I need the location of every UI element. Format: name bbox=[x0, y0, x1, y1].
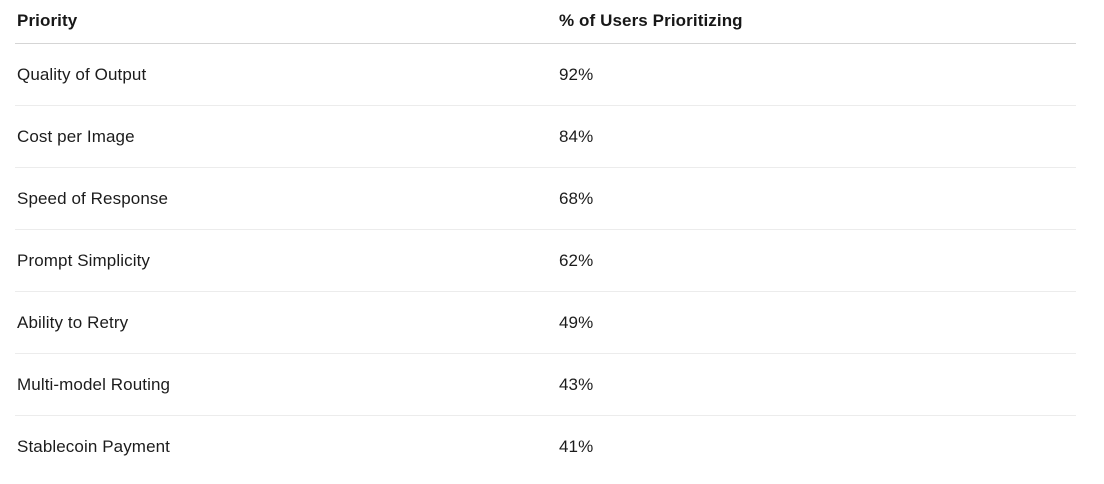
table-row: Quality of Output 92% bbox=[15, 43, 1076, 106]
percent-cell: 43% bbox=[557, 353, 1076, 416]
column-header-percent: % of Users Prioritizing bbox=[557, 0, 1076, 44]
percent-cell: 68% bbox=[557, 167, 1076, 230]
table-row: Stablecoin Payment 41% bbox=[15, 416, 1076, 478]
percent-cell: 92% bbox=[557, 43, 1076, 106]
table-header-row: Priority % of Users Prioritizing bbox=[15, 0, 1076, 44]
column-header-priority: Priority bbox=[15, 0, 557, 44]
priority-cell: Multi-model Routing bbox=[15, 353, 557, 416]
priority-cell: Stablecoin Payment bbox=[17, 437, 170, 456]
percent-cell: 62% bbox=[557, 229, 1076, 292]
priority-table: Priority % of Users Prioritizing Quality… bbox=[15, 0, 1076, 477]
priority-cell: Prompt Simplicity bbox=[15, 229, 557, 292]
priority-cell: Cost per Image bbox=[15, 105, 557, 168]
table-row: Prompt Simplicity 62% bbox=[15, 229, 1076, 292]
table-row: Cost per Image 84% bbox=[15, 105, 1076, 168]
percent-cell: 41% bbox=[559, 437, 594, 456]
priority-cell: Speed of Response bbox=[15, 167, 557, 230]
percent-cell: 49% bbox=[557, 291, 1076, 354]
percent-cell: 84% bbox=[557, 105, 1076, 168]
priority-cell: Ability to Retry bbox=[15, 291, 557, 354]
priority-table-container: Priority % of Users Prioritizing Quality… bbox=[15, 0, 1076, 477]
table-row: Ability to Retry 49% bbox=[15, 291, 1076, 354]
table-row: Speed of Response 68% bbox=[15, 167, 1076, 230]
priority-cell: Quality of Output bbox=[15, 43, 557, 106]
table-row: Multi-model Routing 43% bbox=[15, 353, 1076, 416]
